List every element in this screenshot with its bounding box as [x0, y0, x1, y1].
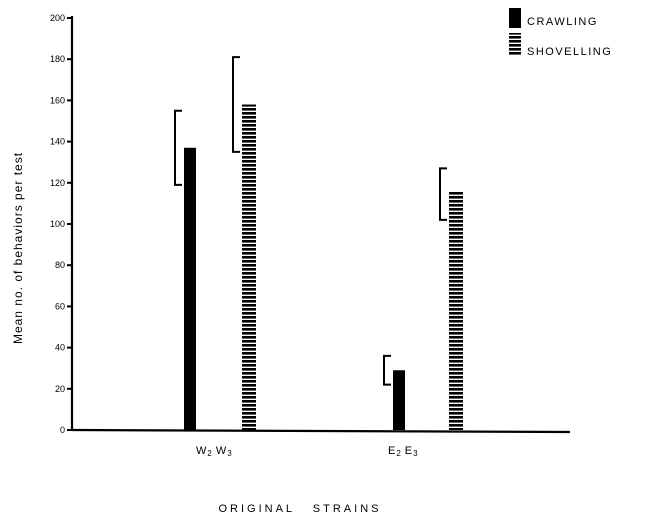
y-tick-label: 60	[55, 301, 65, 311]
bar-crawling-1	[393, 370, 405, 430]
legend: CRAWLING SHOVELLING	[509, 8, 612, 58]
y-tick-label: 140	[50, 137, 65, 147]
legend-swatch-shovelling	[509, 33, 521, 55]
y-tick-label: 40	[55, 343, 65, 353]
y-axis-label: Mean no. of behaviors per test	[11, 152, 25, 344]
y-tick-label: 120	[50, 178, 65, 188]
bar-shovelling-0	[242, 104, 256, 431]
category-label-e: E2 E3	[388, 445, 419, 458]
y-ticks: 0 20 40 60 80 100 120 140 160 180 200	[50, 13, 72, 435]
y-tick-label: 180	[50, 54, 65, 64]
error-bar-crawling-0	[174, 109, 182, 186]
bar-crawling-0	[184, 147, 196, 430]
error-bar-shovelling-0	[232, 56, 240, 153]
y-tick-label: 0	[60, 425, 65, 435]
y-tick-label: 160	[50, 95, 65, 105]
bars	[184, 104, 463, 431]
category-label-w: W2 W3	[196, 445, 233, 458]
error-bars	[174, 56, 447, 386]
y-tick-label: 100	[50, 219, 65, 229]
y-tick-label: 200	[50, 13, 65, 23]
axes	[70, 16, 571, 434]
x-axis	[71, 428, 571, 434]
error-bar-crawling-1	[383, 354, 391, 386]
category-labels: W2 W3 E2 E3	[196, 445, 419, 458]
error-bar-shovelling-1	[439, 167, 447, 221]
y-tick-label: 80	[55, 260, 65, 270]
legend-label-shovelling: SHOVELLING	[527, 46, 612, 58]
legend-swatch-crawling	[509, 8, 521, 28]
legend-label-crawling: CRAWLING	[527, 16, 598, 28]
x-axis-label: ORIGINAL STRAINS	[218, 503, 381, 515]
y-tick-label: 20	[55, 384, 65, 394]
bar-shovelling-1	[449, 191, 463, 430]
